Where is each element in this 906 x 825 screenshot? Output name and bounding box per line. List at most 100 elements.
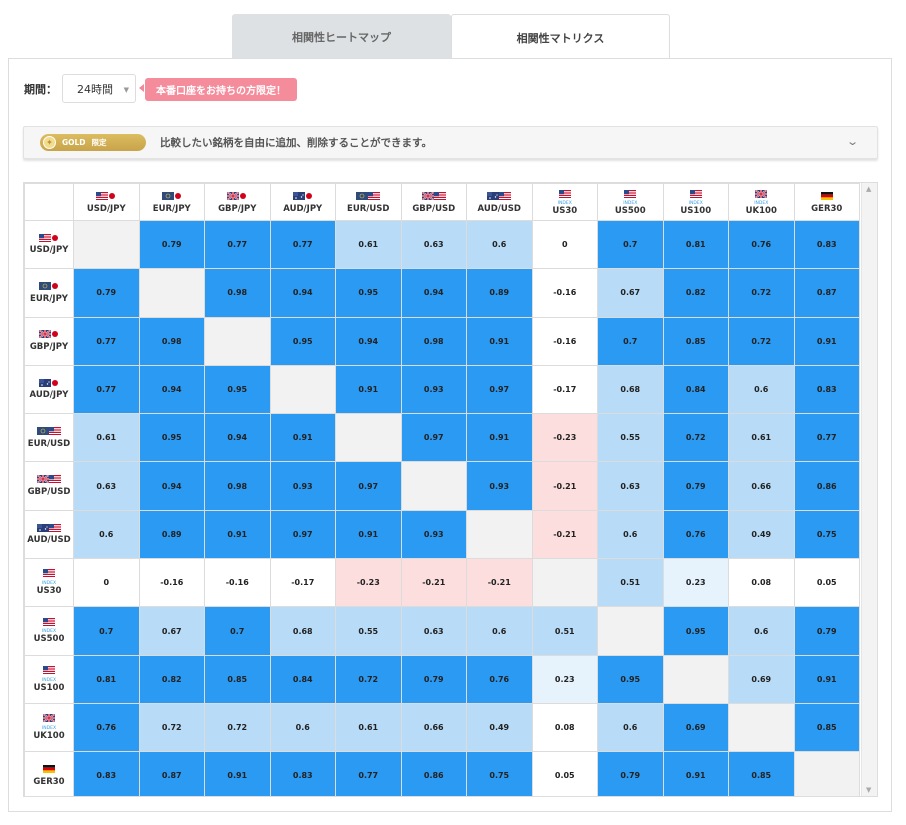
correlation-cell: 0.94 [138, 461, 205, 511]
correlation-cell: 0.83 [793, 364, 860, 415]
correlation-cell: 0.7 [597, 219, 664, 270]
matrix-row: INDEX US500 0.7 0.67 0.7 0.68 0.55 0.63 0.6 0.51 0… [24, 606, 860, 656]
row-header: AUD/USD [24, 509, 74, 560]
correlation-cell: 0.87 [793, 268, 860, 318]
row-header-label: US30 [36, 585, 62, 596]
correlation-cell: 0.67 [597, 268, 664, 318]
correlation-cell: 0.76 [728, 219, 795, 270]
column-header: AUD/USD [466, 183, 533, 221]
correlation-cell: 0.81 [73, 654, 140, 704]
us-flag-icon [499, 192, 512, 202]
matrix-row: AUD/JPY 0.77 0.94 0.95 0.91 0.93 0.97 -0.17 0.68… [24, 364, 860, 415]
correlation-cell: -0.16 [531, 316, 598, 366]
correlation-cell: 0.97 [335, 461, 402, 511]
index-tag: INDEX [41, 580, 57, 586]
live-account-promo-badge[interactable]: 本番口座をお持ちの方限定！ [145, 78, 297, 101]
matrix-row: AUD/USD 0.6 0.89 0.91 0.97 0.91 0.93 -0.21 0.6 0.… [24, 509, 860, 560]
correlation-cell: 0.6 [466, 219, 533, 270]
correlation-cell: 0.72 [662, 413, 729, 463]
vertical-scrollbar[interactable]: ▲ ▼ [861, 183, 877, 796]
period-select[interactable]: 24時間 ▼ [62, 74, 136, 103]
row-header-label: GBP/JPY [29, 341, 69, 352]
correlation-cell: 0.83 [793, 219, 860, 270]
correlation-cell: 0.97 [400, 413, 467, 463]
matrix-row: GER30 0.83 0.87 0.91 0.83 0.77 0.86 0.75 0.05 0.7… [24, 751, 860, 796]
correlation-cell: 0.6 [73, 509, 140, 560]
column-header-label: UK100 [745, 206, 777, 217]
scroll-down-icon[interactable]: ▼ [866, 786, 872, 794]
correlation-cell: 0.79 [400, 654, 467, 704]
matrix-row: INDEX UK100 0.76 0.72 0.72 0.6 0.61 0.66 0.49 0.0… [24, 702, 860, 753]
correlation-cell: 0.91 [204, 509, 271, 560]
column-header-label: US500 [614, 206, 646, 217]
correlation-cell: -0.16 [204, 558, 271, 608]
matrix-diagonal-cell [400, 461, 467, 511]
column-header: EUR/JPY [138, 183, 205, 221]
correlation-cell: 0.61 [73, 413, 140, 463]
japan-flag-icon [108, 192, 116, 202]
scroll-up-icon[interactable]: ▲ [866, 185, 872, 193]
correlation-cell: 0.6 [728, 364, 795, 415]
correlation-cell: 0.77 [73, 316, 140, 366]
tab-heatmap[interactable]: 相関性ヒートマップ [232, 14, 451, 59]
row-header: USD/JPY [24, 219, 74, 270]
australia-flag-icon [37, 523, 49, 533]
tab-matrix[interactable]: 相関性マトリクス [451, 14, 670, 60]
correlation-cell: 0.95 [662, 606, 729, 656]
matrix-diagonal-cell [73, 219, 140, 270]
row-header-label: AUD/JPY [29, 390, 69, 401]
chevron-down-icon[interactable]: ⌄ [845, 135, 859, 148]
correlation-cell: 0.91 [793, 654, 860, 704]
correlation-cell: 0.05 [531, 751, 598, 796]
correlation-cell: -0.23 [531, 413, 598, 463]
correlation-cell: 0.98 [204, 268, 271, 318]
correlation-cell: -0.21 [466, 558, 533, 608]
correlation-cell: 0.77 [793, 413, 860, 463]
uk-flag-icon [37, 475, 49, 485]
us-flag-icon [49, 523, 61, 533]
us-flag-icon [558, 189, 571, 199]
uk-flag-icon [755, 189, 768, 199]
correlation-cell: 0.83 [73, 751, 140, 796]
correlation-cell: 0.93 [269, 461, 336, 511]
column-header: INDEX US30 [531, 183, 598, 221]
correlation-cell: 0.82 [662, 268, 729, 318]
us-flag-icon [49, 427, 61, 437]
correlation-cell: 0.85 [728, 751, 795, 796]
index-tag: INDEX [754, 201, 769, 207]
column-header: USD/JPY [73, 183, 140, 221]
index-tag: INDEX [41, 725, 57, 731]
correlation-cell: 0.85 [793, 702, 860, 753]
us-flag-icon [49, 475, 61, 485]
gold-feature-bar[interactable]: ✦ GOLD 限定 比較したい銘柄を自由に追加、削除することができます。 ⌄ [23, 126, 878, 159]
correlation-matrix: USD/JPY EUR/JPY GBP/JPY AUD/JPY EUR/USD GBP/U… [23, 182, 878, 797]
correlation-cell: 0.76 [662, 509, 729, 560]
correlation-cell: -0.23 [335, 558, 402, 608]
germany-flag-icon [820, 192, 833, 202]
correlation-cell: 0.72 [204, 702, 271, 753]
correlation-cell: 0.89 [138, 509, 205, 560]
correlation-cell: 0 [73, 558, 140, 608]
index-tag: INDEX [41, 629, 57, 635]
eu-flag-icon [356, 192, 369, 202]
germany-flag-icon [43, 765, 55, 775]
matrix-row: INDEX US100 0.81 0.82 0.85 0.84 0.72 0.79 0.76 0.… [24, 654, 860, 704]
row-header: GER30 [24, 751, 74, 796]
row-header-label: EUR/USD [27, 438, 71, 449]
row-header-label: AUD/USD [27, 535, 71, 546]
uk-flag-icon [39, 330, 51, 340]
correlation-cell: 0.76 [73, 702, 140, 753]
correlation-cell: 0.87 [138, 751, 205, 796]
us-flag-icon [39, 233, 51, 243]
column-header-label: EUR/JPY [152, 203, 191, 214]
japan-flag-icon [51, 233, 59, 243]
correlation-cell: 0.67 [138, 606, 205, 656]
correlation-cell: 0.61 [335, 702, 402, 753]
correlation-cell: 0.98 [204, 461, 271, 511]
index-tag: INDEX [557, 201, 572, 207]
column-header-label: USD/JPY [86, 203, 126, 214]
matrix-diagonal-cell [662, 654, 729, 704]
correlation-cell: 0.63 [400, 219, 467, 270]
row-header-label: GER30 [33, 776, 65, 787]
matrix-diagonal-cell [466, 509, 533, 560]
